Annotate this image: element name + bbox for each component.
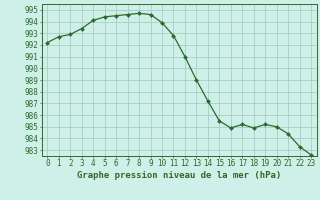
X-axis label: Graphe pression niveau de la mer (hPa): Graphe pression niveau de la mer (hPa) <box>77 171 281 180</box>
